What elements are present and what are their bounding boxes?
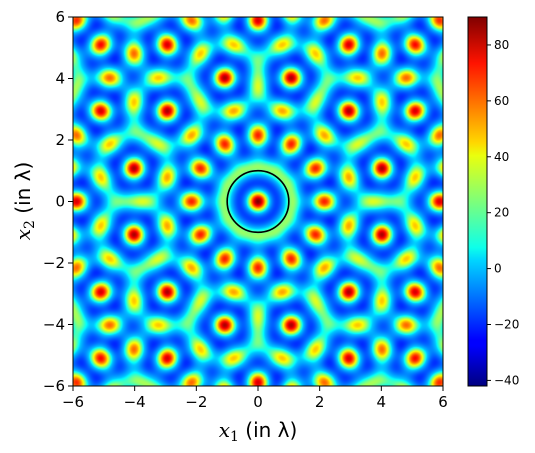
x-tick-label: 4 [377, 393, 387, 411]
y-tick-label: −2 [43, 254, 65, 272]
colorbar-tick-label: 40 [494, 150, 509, 164]
y-axis-label: x2 (in λ) [11, 162, 38, 241]
x-tick-label: 2 [315, 393, 325, 411]
x-axis: −6 −4 −2 0 2 4 6 [62, 386, 448, 411]
colorbar-tick-label: 60 [494, 94, 509, 108]
x-tick-label: −6 [62, 393, 84, 411]
colorbar-tick-label: 0 [494, 262, 502, 276]
colorbar-axis: −40 −20 0 20 40 60 80 [487, 38, 519, 387]
x-axis-label: x1 (in λ) [219, 418, 298, 445]
y-tick-label: 2 [55, 131, 65, 149]
x-tick-label: −2 [185, 393, 207, 411]
colorbar [467, 16, 488, 387]
x-tick-label: −4 [124, 393, 146, 411]
x-tick-label: 0 [253, 393, 263, 411]
colorbar-tick-label: 20 [494, 206, 509, 220]
y-tick-label: 6 [55, 8, 65, 26]
colorbar-tick-label: −40 [494, 373, 519, 387]
y-tick-label: 0 [55, 193, 65, 211]
y-tick-label: −4 [43, 316, 65, 334]
y-axis: −6 −4 −2 0 2 4 6 [43, 8, 73, 395]
y-tick-label: −6 [43, 377, 65, 395]
y-tick-label: 4 [55, 70, 65, 88]
annotation-circle [226, 169, 290, 234]
colorbar-tick-label: 80 [494, 38, 509, 52]
x-tick-label: 6 [438, 393, 448, 411]
colorbar-tick-label: −20 [494, 318, 519, 332]
heatmap-image [73, 17, 443, 386]
